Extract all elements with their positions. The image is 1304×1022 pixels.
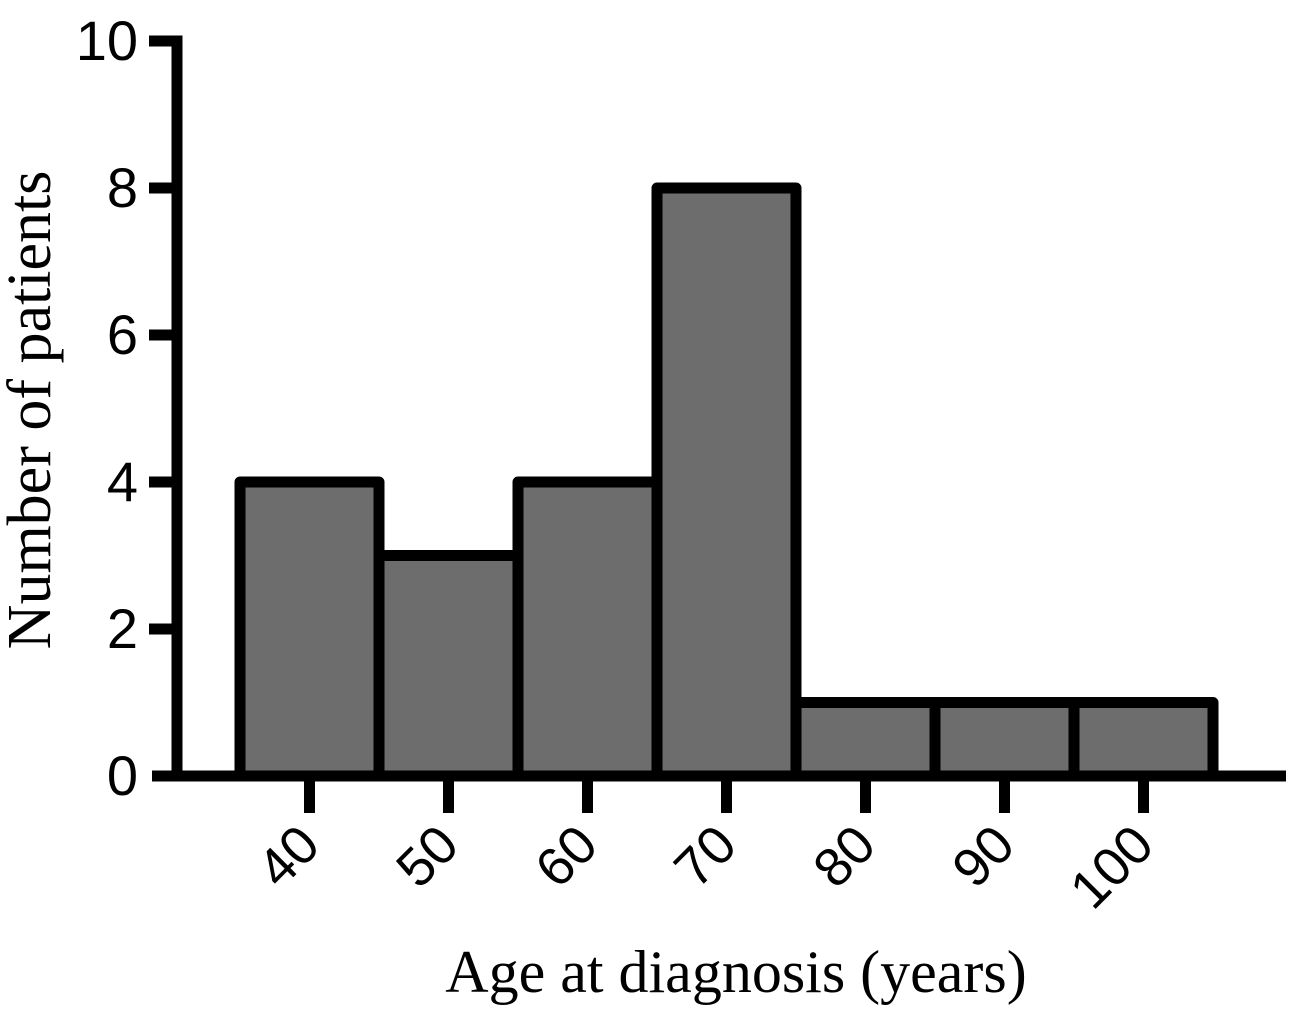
y-tick-label-2: 2: [107, 597, 138, 660]
y-tick-labels-group: 10 8 6 4 2 0: [76, 9, 138, 807]
bar-90: [929, 697, 1080, 782]
bar-40: [234, 476, 385, 782]
x-tick-label-80: 80: [802, 814, 887, 899]
y-tick-label-0: 0: [107, 744, 138, 807]
bar-50: [373, 550, 524, 782]
x-tick-label-50: 50: [385, 814, 470, 899]
y-tick-label-6: 6: [107, 303, 138, 366]
y-tick-label-4: 4: [107, 450, 138, 513]
x-tick-label-60: 60: [524, 814, 609, 899]
x-tick-label-90: 90: [941, 814, 1026, 899]
y-tick-label-10: 10: [76, 9, 138, 72]
bars-group: [234, 182, 1219, 782]
y-tick-label-8: 8: [107, 156, 138, 219]
axes-group: [149, 35, 1286, 813]
x-tick-label-70: 70: [663, 814, 748, 899]
bar-60: [512, 476, 663, 782]
y-axis-title: Number of patients: [0, 171, 64, 650]
x-tick-labels-group: 40 50 60 70 80 90 100: [246, 814, 1165, 920]
bar-70: [651, 182, 802, 782]
x-axis-title: Age at diagnosis (years): [445, 939, 1026, 1005]
x-tick-label-40: 40: [246, 814, 331, 899]
bar-80: [790, 697, 941, 782]
x-tick-label-100: 100: [1059, 814, 1165, 920]
bar-100: [1068, 697, 1219, 782]
